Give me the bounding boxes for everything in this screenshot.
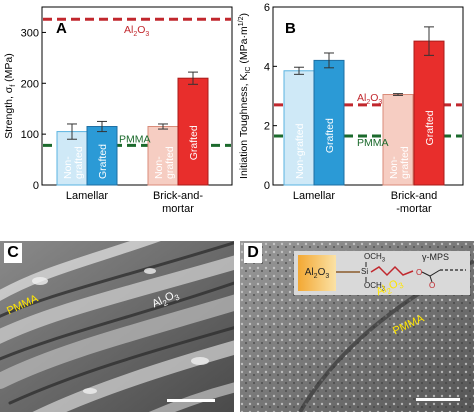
fracture-surface-texture (240, 241, 474, 412)
bar-label: Grafted (97, 144, 109, 179)
reference-label-al2o3: Al2O3 (357, 92, 382, 106)
y-axis-label: Initiation Toughness, KIC (MPa·m1/2) (238, 13, 252, 179)
y-tick-label: 300 (21, 27, 39, 39)
silicon-atom: Si (361, 267, 369, 276)
och3-top: OCH3 (364, 252, 386, 264)
y-tick-label: 4 (264, 61, 270, 73)
plot-frame (272, 6, 464, 186)
bar-label: Grafted (188, 125, 200, 160)
x-group-label: Lamellar (293, 190, 336, 202)
panel-letter-c: C (4, 243, 22, 263)
grafting-inset: Al2O3 OCH3 Si OCH3 γ-MPS O O (294, 251, 470, 295)
x-group-label: Lamellar (66, 190, 109, 202)
panel-letter: B (285, 20, 296, 37)
och3-bottom: OCH3 (364, 281, 386, 293)
bar-label: Grafted (324, 118, 336, 153)
bar-label: Non-grafted (294, 123, 306, 179)
y-tick-label: 2 (264, 121, 270, 133)
ester-oxygen: O (416, 268, 423, 277)
mps-molecule-bonds (336, 262, 466, 283)
strength-chart: 0 100 200 300 Strength, σf (MPa) Non-grafted G… (3, 6, 233, 215)
bar-label: Grafted (424, 110, 436, 145)
x-group-label: Brick-and-mortar (391, 190, 437, 215)
bar-lamellar-grafted (313, 59, 345, 186)
y-axis-label: Strength, σf (MPa) (3, 53, 17, 138)
x-group-label: Brick-and-mortar (153, 190, 203, 215)
fracture-surface-texture (0, 241, 234, 412)
bar-label: Non-grafted (388, 146, 411, 179)
sem-micrograph-brick-and-mortar: D Al2O3 OCH3 Si OCH3 γ-MPS O O Al2O3 PMM… (240, 241, 474, 412)
mps-label: γ-MPS (422, 252, 449, 262)
bar-brick-and-mortar-grafted (177, 77, 209, 186)
reference-label-pmma: PMMA (357, 137, 389, 149)
bar-lamellar-non-grafted (283, 70, 315, 186)
y-tick-label: 6 (264, 2, 270, 14)
y-tick-label: 0 (264, 180, 270, 192)
toughness-chart: 0 2 4 6 Initiation Toughness, KIC (MPa·m1/2)… (238, 2, 464, 215)
panel-letter: A (56, 20, 67, 37)
bar-label: Non-grafted (62, 146, 85, 179)
bar-brick-and-mortar-grafted (413, 40, 445, 186)
plot-frame (41, 6, 233, 186)
y-tick-label: 200 (21, 78, 39, 90)
bar-brick-and-mortar-non-grafted (382, 94, 414, 186)
y-tick-label: 0 (33, 180, 39, 192)
scale-bar-d (416, 398, 460, 401)
bar-brick-and-mortar-non-grafted (147, 126, 179, 186)
scale-bar-c (167, 399, 215, 402)
reference-label-al2o3: Al2O3 (124, 24, 149, 38)
bar-lamellar-grafted (86, 126, 118, 186)
reference-label-pmma: PMMA (119, 133, 151, 145)
sem-micrograph-lamellar: C PMMA Al2O3 (0, 241, 234, 412)
al2o3-particle: Al2O3 (298, 255, 336, 291)
panel-letter-d: D (244, 243, 262, 263)
y-tick-label: 100 (21, 129, 39, 141)
bar-label: Non-grafted (153, 146, 176, 179)
carbonyl-oxygen: O (429, 281, 436, 290)
